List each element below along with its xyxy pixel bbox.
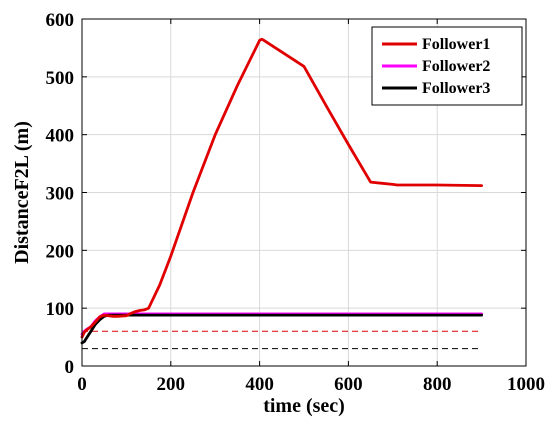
legend: Follower1 Follower2 Follower3 [371, 26, 523, 106]
y-tick-label: 600 [46, 10, 75, 31]
series-line-follower2 [80, 312, 484, 336]
x-tick-label: 200 [157, 374, 186, 395]
y-tick-label: 100 [46, 299, 75, 320]
legend-label-follower2: Follower2 [422, 58, 490, 75]
x-tick-label: 400 [245, 374, 274, 395]
series-lines [80, 37, 484, 345]
series-line-follower1 [80, 37, 484, 339]
x-tick-label: 1000 [507, 374, 545, 395]
y-tick-label: 300 [46, 184, 75, 205]
series-line-follower3 [80, 313, 484, 345]
x-tick-labels: 0 200 400 600 800 1000 [77, 374, 545, 395]
legend-label-follower3: Follower3 [422, 80, 490, 97]
y-tick-labels: 0 100 200 300 400 500 600 [46, 10, 75, 378]
y-tick-label: 400 [46, 126, 75, 147]
x-axis-label: time (sec) [263, 395, 345, 417]
x-tick-label: 800 [423, 374, 452, 395]
x-tick-label: 0 [77, 374, 87, 395]
y-tick-label: 0 [65, 357, 75, 378]
y-axis-label: DistanceF2L (m) [11, 121, 33, 264]
y-tick-label: 500 [46, 68, 75, 89]
legend-label-follower1: Follower1 [422, 36, 490, 53]
reference-lines [82, 330, 482, 350]
y-tick-label: 200 [46, 241, 75, 262]
x-tick-label: 600 [334, 374, 363, 395]
